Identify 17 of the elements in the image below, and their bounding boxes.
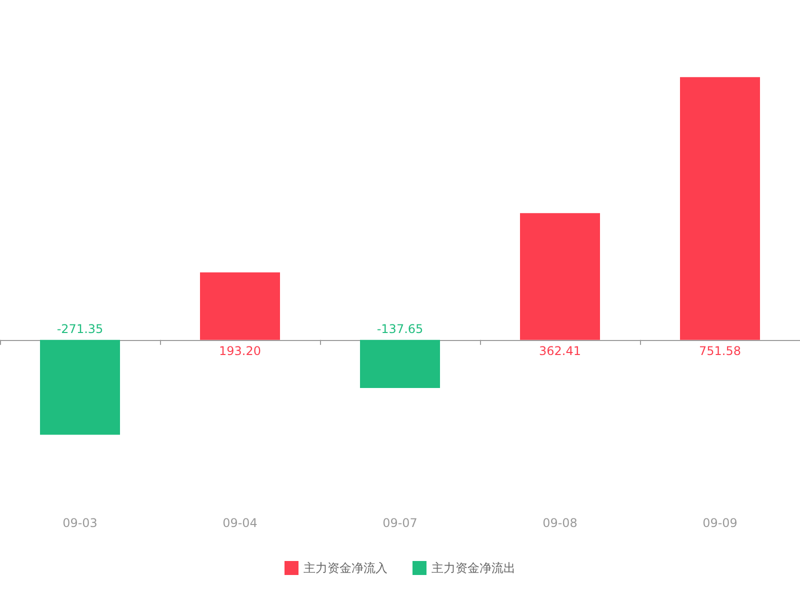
x-tick-label: 09-08 [542, 516, 578, 530]
legend-label: 主力资金净流入 [304, 561, 388, 575]
bar [520, 213, 600, 340]
data-label: 193.20 [219, 344, 261, 358]
bar [40, 340, 120, 435]
data-label: 362.41 [539, 344, 581, 358]
x-tick-label: 09-03 [62, 516, 98, 530]
x-tick-label: 09-04 [222, 516, 258, 530]
x-tick-label: 09-09 [702, 516, 738, 530]
x-tick-label: 09-07 [382, 516, 418, 530]
legend-label: 主力资金净流出 [432, 561, 516, 575]
bar [360, 340, 440, 388]
bar [200, 272, 280, 340]
data-label: 751.58 [699, 344, 741, 358]
data-label: -271.35 [56, 322, 104, 336]
data-label: -137.65 [376, 322, 424, 336]
bar [680, 77, 760, 340]
